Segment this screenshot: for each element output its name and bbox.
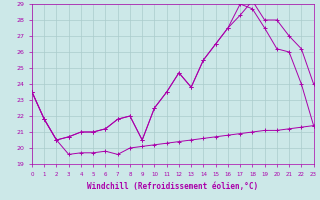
X-axis label: Windchill (Refroidissement éolien,°C): Windchill (Refroidissement éolien,°C) xyxy=(87,182,258,191)
